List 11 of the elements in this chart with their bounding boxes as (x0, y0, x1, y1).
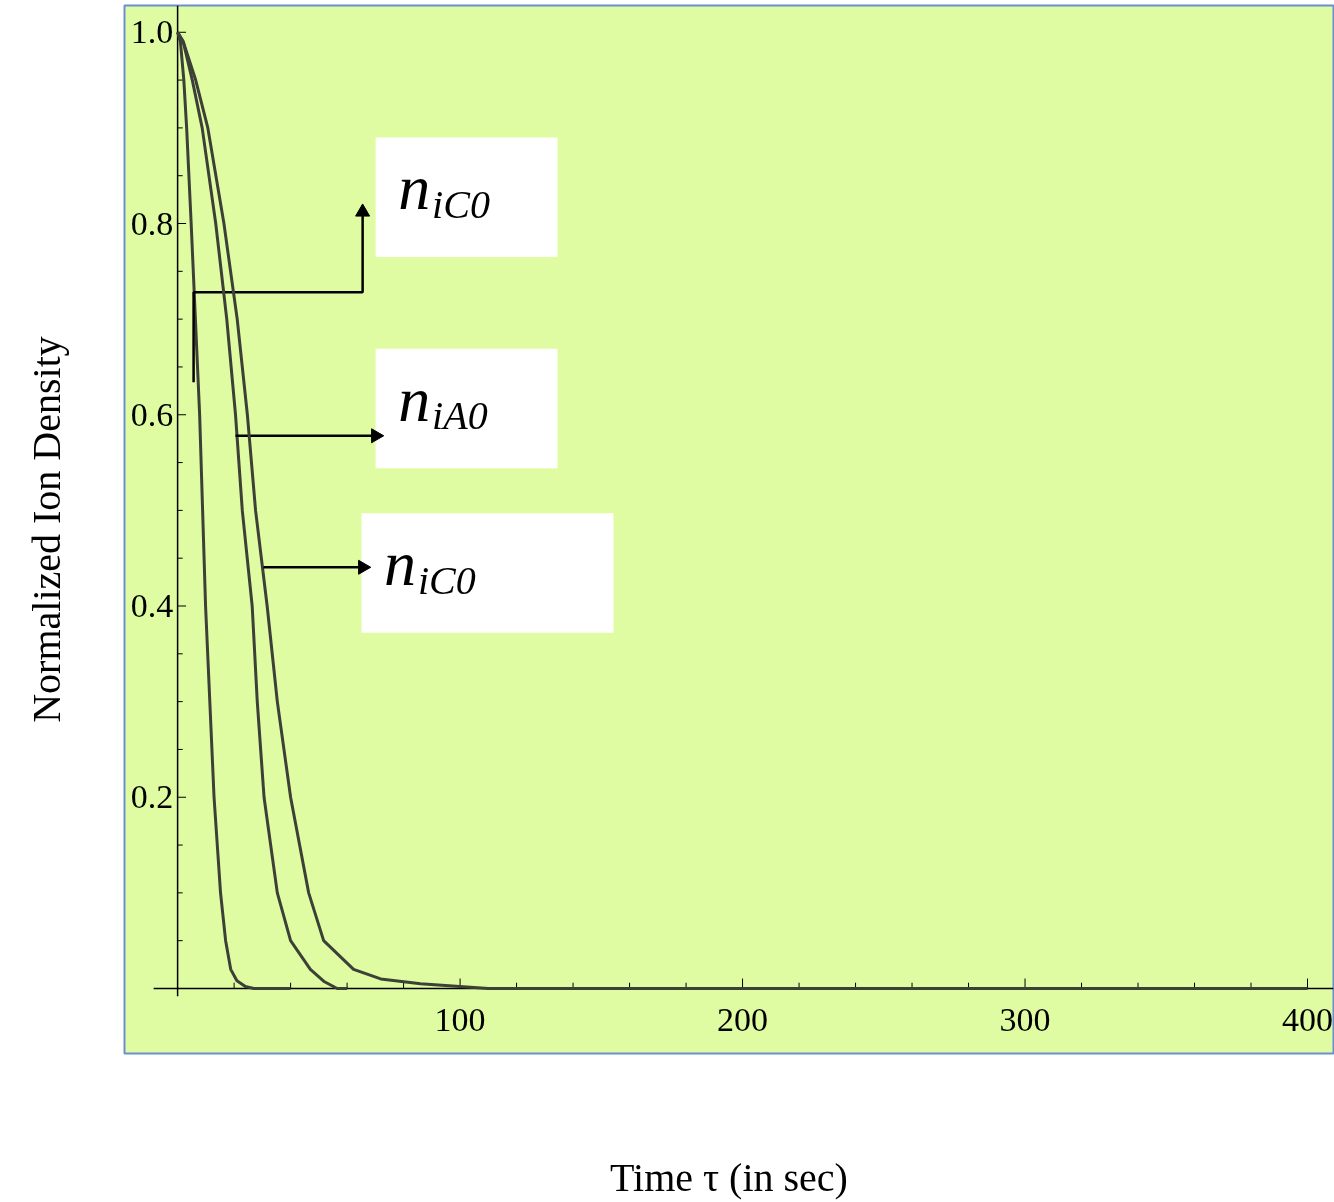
x-tick-label: 300 (999, 1001, 1051, 1039)
y-tick-label: 0.2 (130, 778, 174, 816)
y-tick-label: 1.0 (130, 13, 174, 51)
x-tick-label: 400 (1282, 1001, 1334, 1039)
y-tick-label: 0.4 (130, 587, 174, 624)
x-axis-title: Time τ (in sec) (610, 1154, 848, 1200)
y-tick-label: 0.6 (130, 395, 174, 433)
y-axis-title: Normalized Ion Density (23, 336, 69, 723)
x-tick-label: 200 (717, 1001, 769, 1039)
y-tick-label: 0.8 (130, 204, 174, 242)
x-tick-label: 100 (434, 1001, 486, 1039)
